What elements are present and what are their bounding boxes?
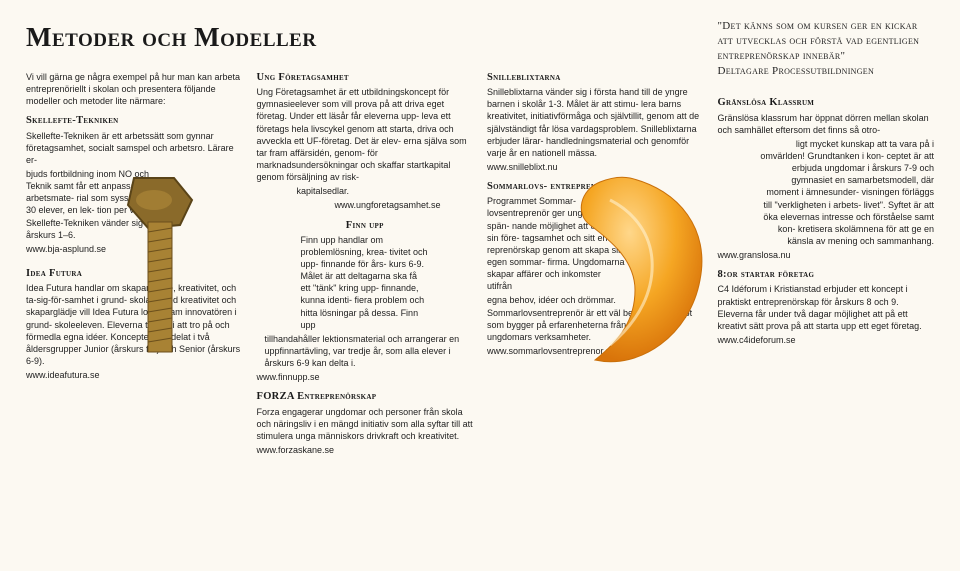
snille-url[interactable]: www.snilleblixt.nu [487,161,704,173]
sommar-url[interactable]: www.sommarlovsentreprenor.se [487,345,704,357]
column-2: Ung Företagsamhet Ung Företagsamhet är e… [257,71,474,458]
c4-body: C4 Idéforum i Kristianstad erbjuder ett … [718,283,935,332]
column-1: Vi vill gärna ge några exempel på hur ma… [26,71,243,458]
idea-body: Idea Futura handlar om skaparglädje, kre… [26,282,243,367]
forza-url[interactable]: www.forzaskane.se [257,444,474,456]
granslosa-body1: Gränslösa klassrum har öppnat dörren mel… [718,112,935,136]
granslosa-url[interactable]: www.granslosa.nu [718,249,935,261]
head-snille: Snilleblixtarna [487,71,704,85]
head-granslosa: Gränslösa Klassrum [718,96,935,110]
finn-body1: Finn upp handlar om problemlösning, krea… [257,234,474,331]
sommar-body2: egna behov, idéer och drömmar. Sommarlov… [487,294,704,343]
finn-url[interactable]: www.finnupp.se [257,371,474,383]
finn-body2: tillhandahåller lektionsmaterial och arr… [257,333,474,369]
head-forza: FORZA Entreprenörskap [257,390,474,404]
ung-body2: kapitalsedlar. [257,185,474,197]
head-c4: 8:or startar företag [718,268,935,282]
intro-text: Vi vill gärna ge några exempel på hur ma… [26,71,243,107]
idea-url[interactable]: www.ideafutura.se [26,369,243,381]
forza-body: Forza engagerar ungdomar och personer fr… [257,406,474,442]
ung-url[interactable]: www.ungforetagsamhet.se [257,199,474,211]
head-sommar: Sommarlovs- entreprenör [487,180,704,194]
skellefte-body1: Skellefte-Tekniken är ett arbetssätt som… [26,130,243,166]
snille-body: Snilleblixtarna vänder sig i första hand… [487,86,704,159]
ung-body: Ung Företagsamhet är ett utbildningskonc… [257,86,474,183]
head-idea-futura: Idea Futura [26,267,243,281]
head-skellefte: Skellefte-Tekniken [26,114,243,128]
pull-quote-text: "Det känns som om kursen ger en kickar a… [718,20,920,62]
column-4: "Det känns som om kursen ger en kickar a… [718,71,935,458]
head-finn: Finn upp [257,219,474,233]
skellefte-body2: bjuds fortbildning inom NO och Teknik sa… [26,168,243,241]
pull-quote: "Det känns som om kursen ger en kickar a… [718,19,935,78]
granslosa-body2: ligt mycket kunskap att ta vara på i omv… [718,138,935,247]
c4-url[interactable]: www.c4ideforum.se [718,334,935,346]
pull-quote-attr: Deltagare Processutbildningen [718,64,935,79]
column-3: Snilleblixtarna Snilleblixtarna vänder s… [487,71,704,458]
head-ung: Ung Företagsamhet [257,71,474,85]
sommar-body1: Programmet Sommar- lovsentreprenör ger u… [487,195,704,292]
skellefte-url[interactable]: www.bja-asplund.se [26,243,243,255]
